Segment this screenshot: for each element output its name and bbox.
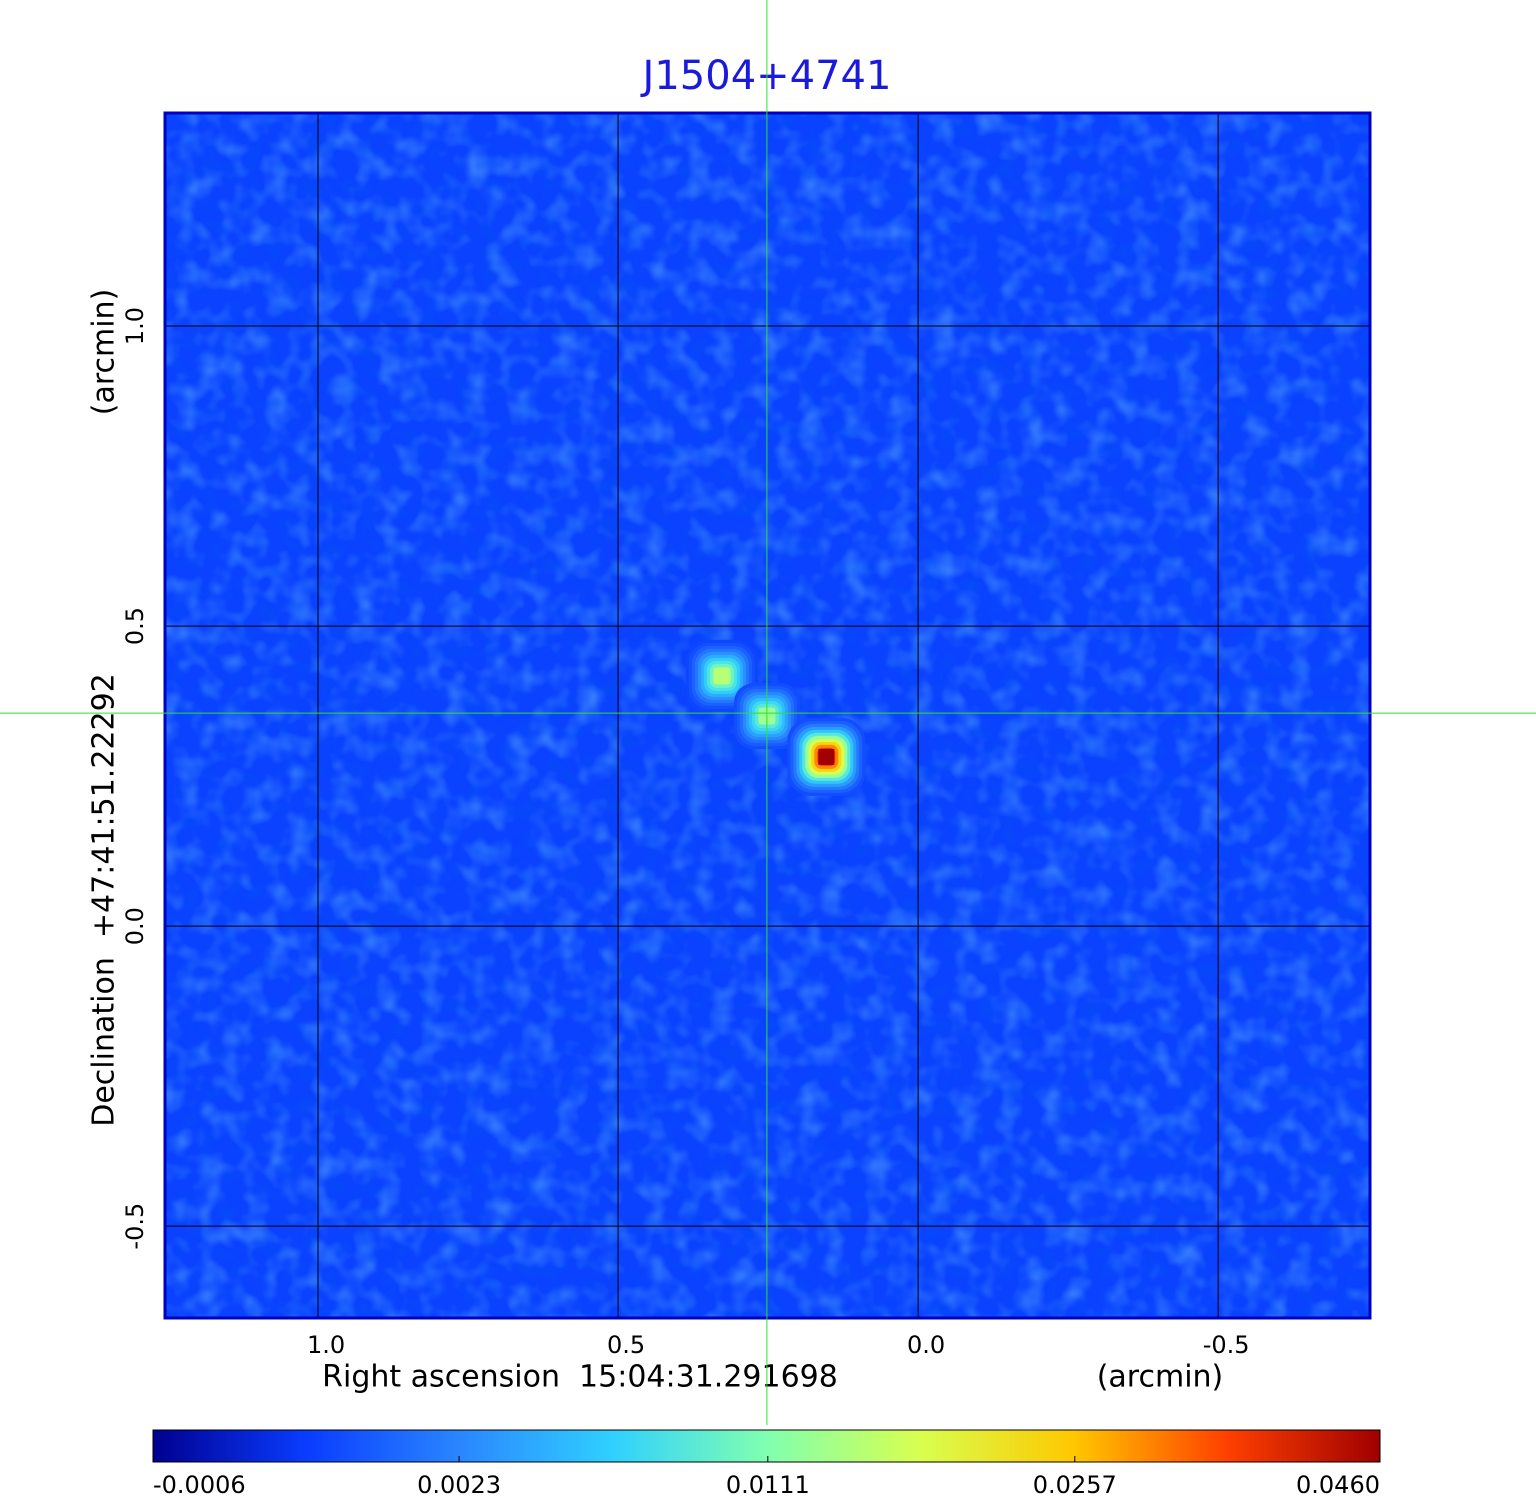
x-tick-label: -0.5 [1203, 1331, 1250, 1359]
colorbar-tick-label: 0.0460 [1296, 1471, 1380, 1499]
source-peak [818, 748, 835, 765]
colorbar-tick-label: 0.0111 [726, 1471, 810, 1499]
colorbar-tick-label: 0.0257 [1033, 1471, 1117, 1499]
labels: 1.0 0.5 0.0 -0.5 1.0 0.5 0.0 -0.5 [121, 307, 1250, 1359]
y-axis-label: Declination +47:41:51.22292 [87, 673, 122, 1127]
y-tick-label: 1.0 [121, 307, 149, 345]
colorbar-tick-label: -0.0006 [153, 1471, 246, 1499]
grid [165, 113, 1370, 1318]
y-tick-label: 0.0 [121, 907, 149, 945]
x-tick-label: 1.0 [307, 1331, 345, 1359]
x-axis-unit: (arcmin) [1097, 1360, 1224, 1395]
chart-title: J1504+4741 [640, 53, 892, 99]
sources [685, 639, 866, 796]
y-tick-label: -0.5 [121, 1203, 149, 1250]
colorbar-tick-label: 0.0023 [417, 1471, 501, 1499]
y-axis-unit: (arcmin) [87, 289, 122, 416]
x-tick-label: 0.0 [907, 1331, 945, 1359]
source-peak [713, 667, 730, 684]
plot-frame [163, 111, 1372, 1320]
y-tick-label: 0.5 [121, 607, 149, 645]
crosshair [0, 0, 1536, 1425]
x-axis-label: Right ascension 15:04:31.291698 [322, 1360, 838, 1395]
x-tick-label: 0.5 [607, 1331, 645, 1359]
colorbar [152, 1429, 1381, 1463]
